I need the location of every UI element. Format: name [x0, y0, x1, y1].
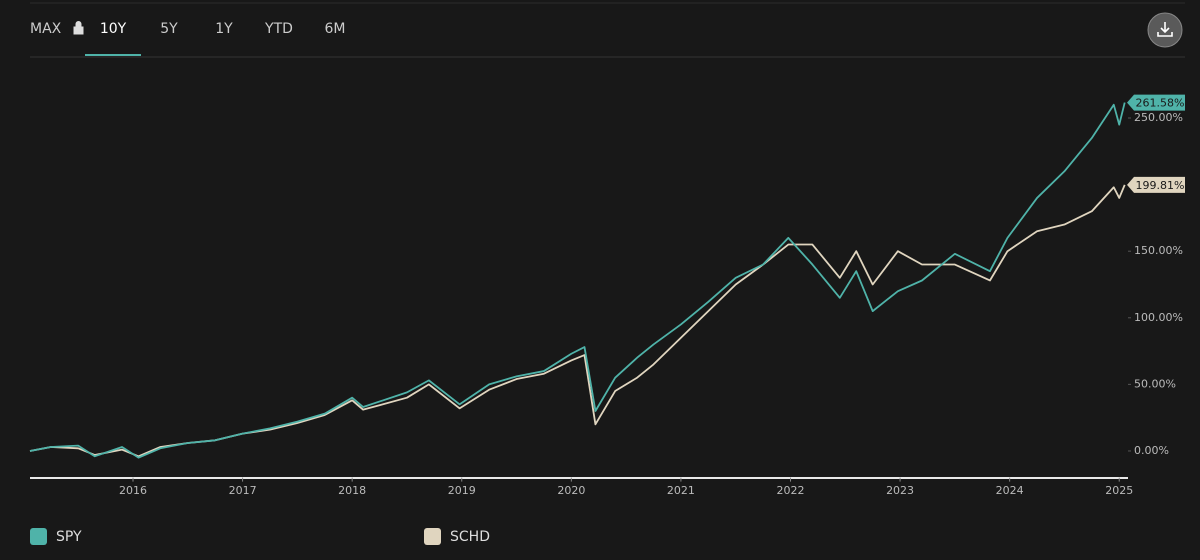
legend-label: SPY [56, 529, 82, 545]
x-tick-label: 2025 [1105, 484, 1133, 497]
end-label: 199.81% [1136, 179, 1185, 192]
tab[interactable]: 10Y [100, 21, 127, 37]
series-line [29, 184, 1126, 458]
tab[interactable]: 5Y [160, 21, 178, 37]
y-tick-label: 150.00% [1134, 244, 1183, 257]
tab[interactable]: 6M [325, 21, 346, 37]
x-tick-label: 2020 [557, 484, 585, 497]
x-tick-label: 2017 [229, 484, 257, 497]
legend-swatch [424, 528, 441, 545]
y-tick-label: 100.00% [1134, 311, 1183, 324]
x-tick-label: 2019 [448, 484, 476, 497]
x-tick-label: 2022 [776, 484, 804, 497]
y-tick-label: 250.00% [1134, 111, 1183, 124]
end-tag [1127, 94, 1185, 111]
download-icon [1157, 22, 1173, 37]
y-tick-label: 0.00% [1134, 444, 1169, 457]
x-tick-label: 2016 [119, 484, 147, 497]
legend-swatch [30, 528, 47, 545]
x-tick-label: 2023 [886, 484, 914, 497]
tab[interactable]: 1Y [215, 21, 233, 37]
tab[interactable]: YTD [264, 21, 293, 37]
x-tick-label: 2018 [338, 484, 366, 497]
x-tick-label: 2024 [996, 484, 1024, 497]
series-line [29, 102, 1126, 459]
download-button[interactable] [1147, 12, 1183, 48]
tab[interactable]: MAX [30, 21, 62, 37]
end-tag [1127, 176, 1185, 193]
x-tick-label: 2021 [667, 484, 695, 497]
lock-icon [73, 21, 84, 35]
legend-label: SCHD [450, 529, 490, 545]
end-label: 261.58% [1136, 97, 1185, 110]
y-tick-label: 50.00% [1134, 377, 1176, 390]
